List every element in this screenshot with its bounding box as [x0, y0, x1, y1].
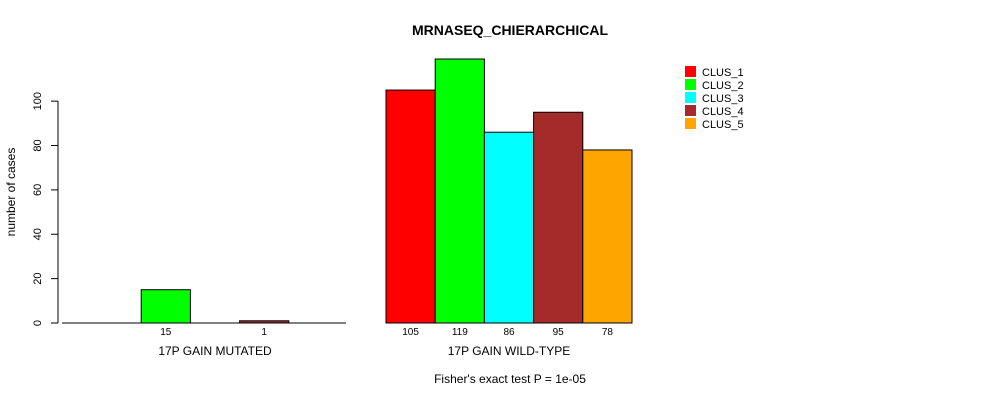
legend-label: CLUS_3: [702, 93, 744, 105]
y-axis: 0 20 40 60 80 100: [32, 92, 59, 326]
bar-value-label: 119: [452, 327, 468, 338]
y-tick-label: 0: [32, 320, 44, 326]
legend-label: CLUS_1: [702, 67, 744, 79]
bar-value-label: 86: [503, 327, 515, 338]
y-tick-label: 40: [32, 228, 44, 240]
group-labels: 17P GAIN MUTATED 17P GAIN WILD-TYPE: [158, 344, 570, 358]
bar-value-label: 15: [160, 327, 172, 338]
fisher-test-label: Fisher's exact test P = 1e-05: [434, 372, 586, 386]
y-axis-label: number of cases: [4, 148, 18, 237]
y-tick-label: 80: [32, 139, 44, 151]
legend-swatch-clus_4: [685, 105, 696, 116]
chart-title: MRNASEQ_CHIERARCHICAL: [412, 22, 608, 38]
legend-label: CLUS_5: [702, 119, 744, 131]
bar-17p-gain-wild-type-clus_4: [533, 111, 584, 324]
legend-swatch-clus_1: [685, 66, 696, 77]
y-tick-label: 100: [32, 92, 44, 110]
bar-value-label: 1: [261, 327, 267, 338]
bar-value-label: 78: [602, 327, 614, 338]
group-label: 17P GAIN MUTATED: [158, 344, 272, 358]
bar-17p-gain-wild-type-clus_2: [434, 58, 485, 324]
bar-value-label: 105: [402, 327, 419, 338]
legend-swatch-clus_2: [685, 79, 696, 90]
bar-17p-gain-wild-type-clus_5: [582, 149, 633, 324]
bar-17p-gain-mutated-clus_2: [140, 289, 191, 324]
bar-17p-gain-wild-type-clus_1: [385, 89, 436, 324]
legend-label: CLUS_4: [702, 106, 744, 118]
legend-swatch-clus_5: [685, 118, 696, 129]
y-tick-label: 60: [32, 184, 44, 196]
legend-swatch-clus_3: [685, 92, 696, 103]
group-label: 17P GAIN WILD-TYPE: [448, 344, 570, 358]
bar-17p-gain-wild-type-clus_3: [483, 131, 535, 324]
bars: [62, 58, 633, 324]
y-tick-label: 20: [32, 273, 44, 285]
bar-17p-gain-mutated-clus_4: [239, 320, 290, 324]
legend-label: CLUS_2: [702, 80, 744, 92]
value-labels: 15 1 105 119 86 95 78: [160, 327, 613, 338]
bar-value-label: 95: [553, 327, 565, 338]
